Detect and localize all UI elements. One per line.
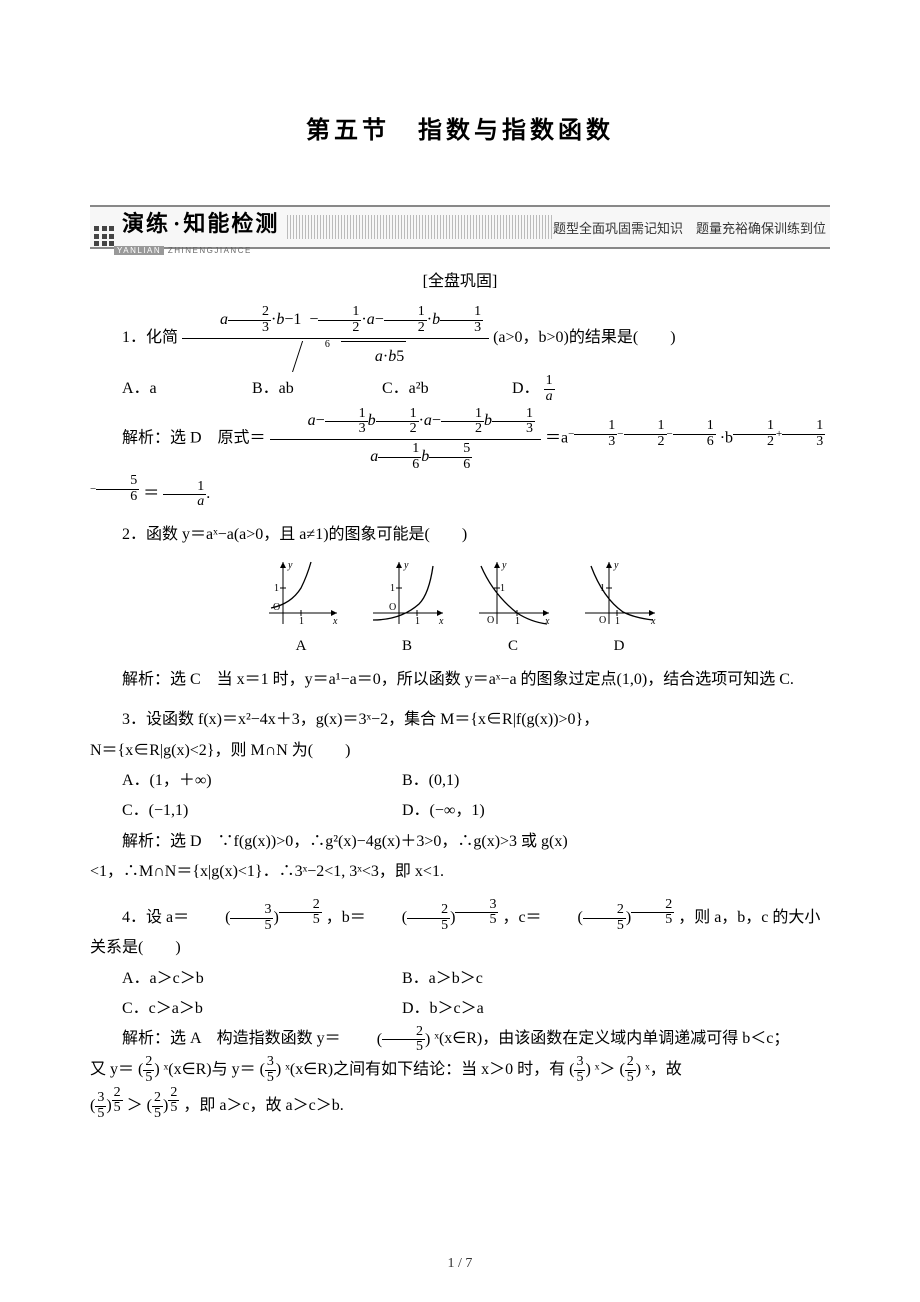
- radical-index: 6: [293, 335, 330, 354]
- q4-option-b: B．a＞b＞c: [402, 964, 682, 994]
- banner-pinyin-hl: YANLIAN: [114, 246, 164, 255]
- banner-left: 演练 · 知能检测 YANLIAN ZHINENGJIANCE: [90, 206, 279, 248]
- q2-solution: 解析：选 C 当 x＝1 时，y＝a¹−a＝0，所以函数 y＝aˣ−a 的图象过…: [90, 665, 830, 695]
- q4-options-row2: C．c＞a＞b D．b＞c＞a: [122, 994, 830, 1024]
- banner-dots-icon: [94, 226, 116, 248]
- q4-lead: 4．设 a＝: [122, 909, 189, 926]
- svg-text:x: x: [438, 616, 444, 627]
- svg-text:1: 1: [274, 583, 279, 594]
- q4-option-a: A．a＞c＞b: [122, 964, 402, 994]
- svg-text:1: 1: [500, 583, 505, 594]
- svg-text:1: 1: [415, 616, 420, 627]
- svg-text:x: x: [650, 616, 656, 627]
- q3-solution-l1: 解析：选 D ∵f(g(x))>0，∴g²(x)−4g(x)＋3>0，∴g(x)…: [90, 827, 830, 857]
- graph-c: x y O 1 1 C: [473, 558, 553, 661]
- q1-solution: 解析：选 D 原式＝ a−13b12·a−12b13 a16b56 ＝a−13−…: [90, 404, 830, 510]
- graph-a: x y O 1 1 A: [261, 558, 341, 661]
- q4-solution-l3: (35)25 ＞ (25)25 ，即 a＞c，故 a＞c＞b.: [90, 1086, 830, 1122]
- banner-pinyin-rest: ZHINENGJIANCE: [164, 246, 252, 255]
- question-3: 3．设函数 f(x)＝x²−4x＋3，g(x)＝3ˣ−2，集合 M＝{x∈R|f…: [90, 705, 830, 887]
- q3-option-a: A．(1，＋∞): [122, 766, 402, 796]
- q1-option-a: A．a: [122, 374, 252, 405]
- q1-main-fraction: a23·b−1 −12·a−12·b13 6a·b5: [182, 303, 489, 374]
- svg-text:1: 1: [390, 583, 395, 594]
- banner-separator: ·: [173, 211, 180, 237]
- svg-text:x: x: [544, 616, 550, 627]
- graph-b: x y O 1 1 B: [367, 558, 447, 661]
- q1-lead: 1．化简: [122, 329, 178, 346]
- q3-line1: 3．设函数 f(x)＝x²−4x＋3，g(x)＝3ˣ−2，集合 M＝{x∈R|f…: [90, 705, 830, 735]
- q2-graphs: x y O 1 1 A x y O 1 1: [90, 558, 830, 661]
- q3-option-d: D．(−∞，1): [402, 796, 682, 826]
- svg-text:1: 1: [515, 616, 520, 627]
- q1-options: A．a B．ab C．a²b D． 1a: [122, 374, 830, 405]
- svg-text:O: O: [599, 615, 606, 626]
- q1-option-c: C．a²b: [382, 374, 512, 405]
- q4-solution-l2: 又 y＝ (25) ˣ(x∈R)与 y＝ (35) ˣ(x∈R)之间有如下结论：…: [90, 1055, 830, 1086]
- banner-word-1: 演练: [122, 206, 170, 238]
- banner-word-2: 知能检测: [183, 206, 279, 238]
- svg-text:1: 1: [615, 616, 620, 627]
- q3-option-b: B．(0,1): [402, 766, 682, 796]
- svg-text:O: O: [487, 615, 494, 626]
- q4-option-d: D．b＞c＞a: [402, 994, 682, 1024]
- svg-text:x: x: [332, 616, 338, 627]
- page-footer: 1 / 7: [0, 1256, 920, 1272]
- q1-option-d: D． 1a: [512, 374, 642, 405]
- q3-option-c: C．(−1,1): [122, 796, 402, 826]
- q4-solution-l1: 解析：选 A 构造指数函数 y＝ (25) ˣ(x∈R)，由该函数在定义域内单调…: [90, 1024, 830, 1055]
- section-banner: 演练 · 知能检测 YANLIAN ZHINENGJIANCE 题型全面巩固需记…: [90, 205, 830, 249]
- subsection-header: [全盘巩固]: [90, 267, 830, 291]
- banner-pinyin: YANLIAN ZHINENGJIANCE: [114, 246, 252, 255]
- svg-text:y: y: [613, 560, 619, 571]
- question-4: 4．设 a＝ (35)25 ，b＝ (25)35 ，c＝ (25)25 ，则 a…: [90, 898, 830, 1122]
- graph-d: x y O 1 1 D: [579, 558, 659, 661]
- q1-option-b: B．ab: [252, 374, 382, 405]
- svg-text:y: y: [403, 560, 409, 571]
- q3-options-row1: A．(1，＋∞) B．(0,1): [122, 766, 830, 796]
- q2-stem: 2．函数 y＝aˣ−a(a>0，且 a≠1)的图象可能是( ): [90, 520, 830, 550]
- question-2: 2．函数 y＝aˣ−a(a>0，且 a≠1)的图象可能是( ) x y O 1 …: [90, 520, 830, 695]
- q3-line2: N＝{x∈R|g(x)<2}，则 M∩N 为( ): [90, 736, 830, 766]
- banner-right-text: 题型全面巩固需记知识 题量充裕确保训练到位: [553, 218, 830, 237]
- svg-text:y: y: [287, 560, 293, 571]
- banner-mid: [279, 207, 553, 247]
- q1-tail: (a>0，b>0)的结果是( ): [493, 329, 675, 346]
- question-1: 1．化简 a23·b−1 −12·a−12·b13 6a·b5 (a>0，b>0…: [90, 303, 830, 510]
- svg-text:1: 1: [299, 616, 304, 627]
- q3-options-row2: C．(−1,1) D．(−∞，1): [122, 796, 830, 826]
- svg-text:O: O: [389, 602, 396, 613]
- q4-options-row1: A．a＞c＞b B．a＞b＞c: [122, 964, 830, 994]
- svg-text:y: y: [501, 560, 507, 571]
- q3-solution-l2: <1，∴M∩N＝{x|g(x)<1}．∴3ˣ−2<1, 3ˣ<3，即 x<1.: [90, 857, 830, 887]
- q4-option-c: C．c＞a＞b: [122, 994, 402, 1024]
- page-title: 第五节 指数与指数函数: [90, 110, 830, 145]
